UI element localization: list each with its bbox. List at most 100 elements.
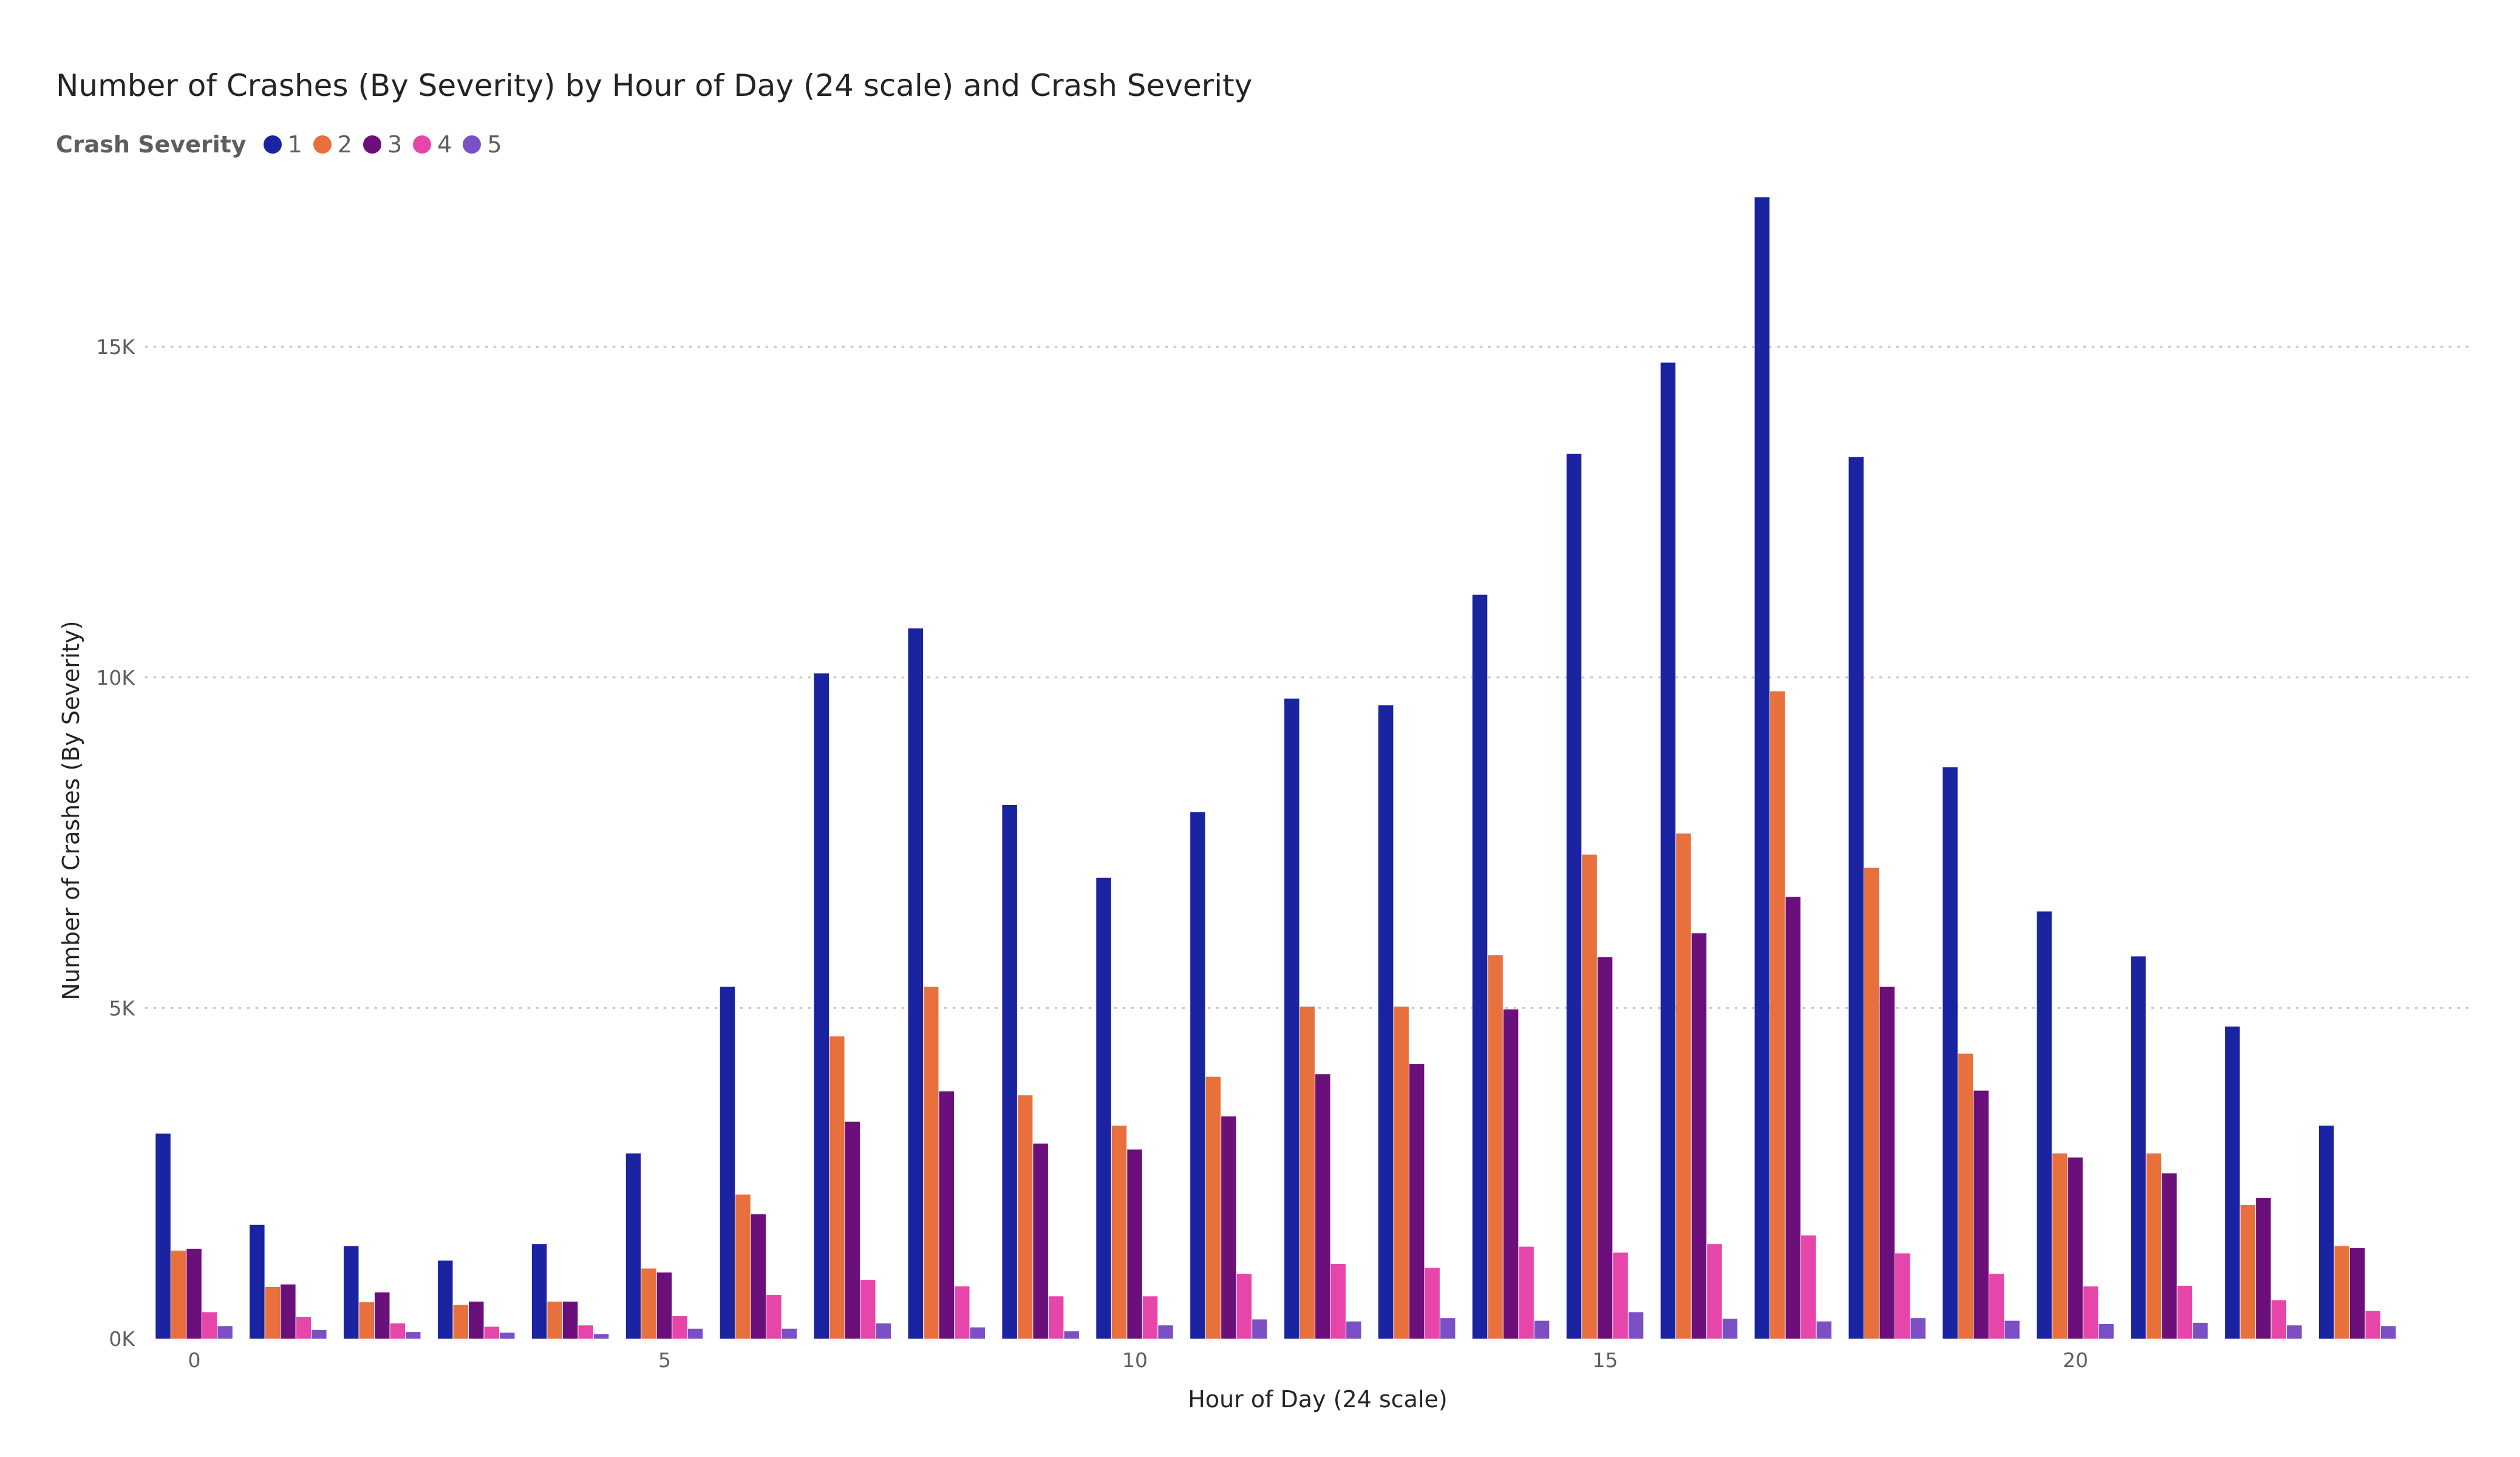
bar-hour-0-severity-2[interactable] bbox=[171, 1251, 186, 1339]
bar-hour-11-severity-3[interactable] bbox=[1221, 1116, 1236, 1339]
bar-hour-2-severity-2[interactable] bbox=[359, 1302, 375, 1339]
bar-hour-1-severity-2[interactable] bbox=[265, 1287, 281, 1339]
bar-hour-16-severity-3[interactable] bbox=[1691, 933, 1707, 1339]
bar-hour-1-severity-3[interactable] bbox=[281, 1284, 296, 1339]
bar-hour-7-severity-1[interactable] bbox=[814, 673, 829, 1339]
bar-hour-23-severity-3[interactable] bbox=[2350, 1248, 2365, 1339]
bar-hour-2-severity-5[interactable] bbox=[406, 1332, 421, 1339]
bar-hour-6-severity-2[interactable] bbox=[735, 1194, 751, 1339]
bar-hour-14-severity-3[interactable] bbox=[1503, 1009, 1519, 1339]
bar-hour-7-severity-4[interactable] bbox=[860, 1280, 876, 1339]
bar-hour-10-severity-4[interactable] bbox=[1142, 1296, 1158, 1339]
bar-hour-17-severity-4[interactable] bbox=[1801, 1235, 1816, 1339]
legend-item-severity-2[interactable]: 2 bbox=[313, 131, 352, 158]
bar-hour-13-severity-4[interactable] bbox=[1425, 1268, 1440, 1339]
bar-hour-9-severity-3[interactable] bbox=[1033, 1143, 1048, 1339]
bar-hour-13-severity-1[interactable] bbox=[1378, 705, 1394, 1339]
bar-hour-21-severity-2[interactable] bbox=[2146, 1153, 2162, 1339]
bar-hour-15-severity-3[interactable] bbox=[1597, 957, 1613, 1339]
bar-hour-6-severity-3[interactable] bbox=[751, 1214, 766, 1339]
bar-hour-4-severity-5[interactable] bbox=[593, 1334, 609, 1339]
bar-hour-6-severity-5[interactable] bbox=[782, 1328, 797, 1339]
bar-hour-17-severity-3[interactable] bbox=[1785, 897, 1801, 1339]
bar-hour-8-severity-3[interactable] bbox=[939, 1091, 955, 1339]
bar-hour-16-severity-4[interactable] bbox=[1707, 1244, 1722, 1339]
bar-hour-10-severity-5[interactable] bbox=[1158, 1325, 1173, 1339]
bar-hour-18-severity-3[interactable] bbox=[1879, 987, 1895, 1339]
bar-hour-12-severity-4[interactable] bbox=[1330, 1263, 1346, 1339]
bar-hour-4-severity-1[interactable] bbox=[531, 1244, 547, 1339]
bar-hour-4-severity-4[interactable] bbox=[578, 1325, 593, 1339]
bar-hour-13-severity-2[interactable] bbox=[1394, 1007, 1409, 1339]
bar-hour-12-severity-5[interactable] bbox=[1346, 1321, 1361, 1339]
bar-hour-3-severity-2[interactable] bbox=[453, 1305, 469, 1339]
bar-hour-18-severity-1[interactable] bbox=[1848, 457, 1864, 1339]
bar-hour-18-severity-2[interactable] bbox=[1864, 868, 1879, 1339]
bar-hour-12-severity-1[interactable] bbox=[1284, 698, 1299, 1339]
bar-hour-8-severity-1[interactable] bbox=[908, 628, 924, 1339]
legend-item-severity-1[interactable]: 1 bbox=[263, 131, 302, 158]
bar-hour-19-severity-2[interactable] bbox=[1958, 1053, 1973, 1339]
bar-hour-15-severity-1[interactable] bbox=[1566, 453, 1582, 1339]
bar-hour-4-severity-3[interactable] bbox=[562, 1302, 578, 1339]
bar-hour-13-severity-3[interactable] bbox=[1409, 1064, 1425, 1339]
bar-hour-10-severity-3[interactable] bbox=[1127, 1149, 1142, 1339]
bar-hour-22-severity-4[interactable] bbox=[2271, 1300, 2287, 1339]
bar-hour-10-severity-2[interactable] bbox=[1111, 1126, 1127, 1339]
bar-hour-1-severity-4[interactable] bbox=[296, 1317, 312, 1339]
bar-hour-3-severity-3[interactable] bbox=[469, 1302, 484, 1339]
bar-hour-18-severity-4[interactable] bbox=[1895, 1253, 1910, 1339]
bar-hour-12-severity-2[interactable] bbox=[1299, 1007, 1315, 1339]
bar-hour-0-severity-1[interactable] bbox=[155, 1133, 171, 1339]
bar-hour-5-severity-3[interactable] bbox=[656, 1272, 672, 1339]
bar-hour-2-severity-4[interactable] bbox=[390, 1323, 406, 1339]
bar-hour-7-severity-3[interactable] bbox=[845, 1121, 860, 1339]
bar-hour-11-severity-5[interactable] bbox=[1252, 1319, 1267, 1339]
bar-hour-19-severity-4[interactable] bbox=[1989, 1274, 2004, 1339]
bar-hour-16-severity-5[interactable] bbox=[1722, 1319, 1738, 1339]
bar-hour-21-severity-3[interactable] bbox=[2162, 1173, 2177, 1339]
legend-item-severity-5[interactable]: 5 bbox=[463, 131, 502, 158]
bar-hour-11-severity-4[interactable] bbox=[1236, 1274, 1252, 1339]
bar-hour-2-severity-1[interactable] bbox=[344, 1246, 359, 1339]
bar-hour-7-severity-5[interactable] bbox=[876, 1323, 891, 1339]
bar-hour-22-severity-1[interactable] bbox=[2225, 1026, 2240, 1339]
bar-hour-17-severity-2[interactable] bbox=[1770, 691, 1785, 1339]
bar-hour-22-severity-5[interactable] bbox=[2287, 1325, 2302, 1339]
bar-hour-5-severity-5[interactable] bbox=[687, 1328, 703, 1339]
bar-hour-23-severity-1[interactable] bbox=[2319, 1126, 2334, 1339]
bar-hour-20-severity-2[interactable] bbox=[2052, 1153, 2068, 1339]
bar-hour-14-severity-2[interactable] bbox=[1488, 955, 1503, 1339]
bar-hour-6-severity-4[interactable] bbox=[766, 1295, 782, 1339]
bar-hour-14-severity-1[interactable] bbox=[1472, 594, 1488, 1339]
bar-hour-3-severity-4[interactable] bbox=[484, 1326, 500, 1339]
bar-hour-20-severity-1[interactable] bbox=[2037, 911, 2052, 1339]
bar-hour-3-severity-1[interactable] bbox=[438, 1260, 453, 1339]
bar-hour-5-severity-1[interactable] bbox=[625, 1153, 641, 1339]
bar-hour-0-severity-5[interactable] bbox=[217, 1326, 233, 1339]
bar-hour-10-severity-1[interactable] bbox=[1096, 877, 1111, 1339]
bar-hour-12-severity-3[interactable] bbox=[1315, 1074, 1330, 1339]
bar-hour-22-severity-2[interactable] bbox=[2240, 1205, 2256, 1339]
bar-hour-23-severity-4[interactable] bbox=[2365, 1311, 2381, 1339]
bar-hour-11-severity-2[interactable] bbox=[1205, 1076, 1221, 1339]
bar-hour-16-severity-2[interactable] bbox=[1676, 833, 1691, 1339]
bar-hour-22-severity-3[interactable] bbox=[2256, 1198, 2271, 1339]
bar-hour-9-severity-4[interactable] bbox=[1048, 1296, 1064, 1339]
bar-hour-16-severity-1[interactable] bbox=[1660, 362, 1676, 1339]
bar-hour-9-severity-2[interactable] bbox=[1017, 1095, 1033, 1339]
bar-hour-2-severity-3[interactable] bbox=[375, 1292, 390, 1339]
bar-hour-8-severity-5[interactable] bbox=[970, 1327, 986, 1339]
bar-hour-14-severity-4[interactable] bbox=[1519, 1246, 1534, 1339]
bar-hour-0-severity-4[interactable] bbox=[202, 1312, 217, 1339]
bar-hour-21-severity-5[interactable] bbox=[2193, 1322, 2208, 1339]
bar-hour-5-severity-4[interactable] bbox=[672, 1316, 687, 1339]
bar-hour-3-severity-5[interactable] bbox=[500, 1333, 515, 1339]
bar-hour-8-severity-2[interactable] bbox=[924, 987, 939, 1339]
bar-hour-19-severity-1[interactable] bbox=[1943, 767, 1958, 1339]
bar-hour-6-severity-1[interactable] bbox=[720, 987, 735, 1339]
bar-hour-20-severity-5[interactable] bbox=[2099, 1324, 2114, 1339]
bar-hour-13-severity-5[interactable] bbox=[1440, 1318, 1456, 1339]
bar-hour-7-severity-2[interactable] bbox=[829, 1036, 845, 1339]
bar-hour-8-severity-4[interactable] bbox=[955, 1286, 970, 1339]
